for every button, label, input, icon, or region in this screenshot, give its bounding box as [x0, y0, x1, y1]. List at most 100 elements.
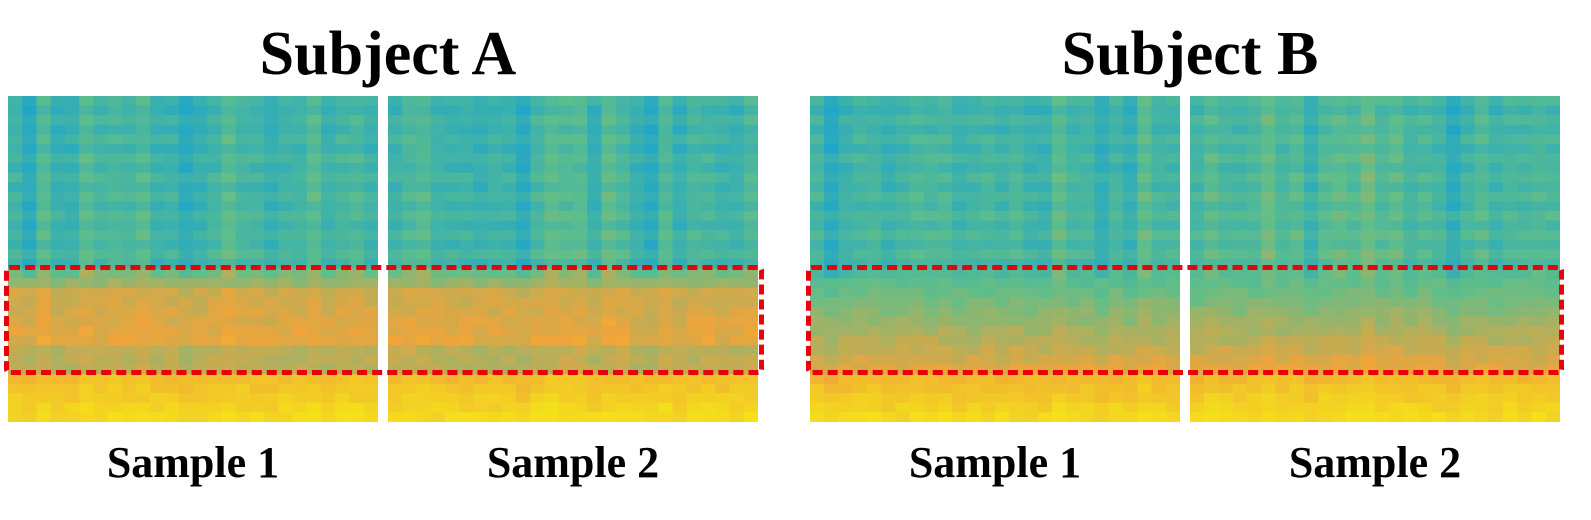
heatmap-cell — [1151, 354, 1167, 366]
heatmap-cell — [1488, 306, 1504, 318]
heatmap-cell — [952, 306, 968, 318]
heatmap-cell — [64, 354, 80, 366]
heatmap-cell — [178, 383, 194, 394]
heatmap-cell — [335, 201, 351, 212]
heatmap-cell — [1204, 163, 1220, 174]
heatmap-cell — [1431, 393, 1447, 404]
heatmap-cell — [459, 306, 474, 318]
heatmap-cell — [715, 259, 731, 270]
heatmap-cell — [1488, 163, 1504, 174]
heatmap-cell — [402, 316, 418, 327]
heatmap-cell — [64, 230, 80, 241]
heatmap-cell — [1332, 220, 1348, 231]
heatmap-cell — [530, 364, 546, 375]
heatmap-cell — [79, 354, 94, 366]
heatmap-cell — [22, 201, 38, 212]
heatmap-cell — [459, 412, 474, 422]
heatmap-cell — [164, 297, 180, 308]
heatmap-cell — [1108, 316, 1124, 327]
heatmap-cell — [1488, 115, 1504, 126]
heatmap-cell — [1460, 220, 1476, 231]
heatmap-cell — [388, 326, 403, 337]
heatmap-cell — [1417, 249, 1433, 260]
heatmap-cell — [36, 105, 52, 116]
heatmap-cell — [292, 287, 308, 298]
heatmap-cell — [1545, 354, 1560, 366]
heatmap-cell — [644, 230, 659, 241]
heatmap-cell — [164, 287, 180, 298]
heatmap-cell — [1051, 191, 1067, 203]
heatmap-cell — [729, 297, 745, 308]
heatmap-cell — [1332, 412, 1348, 422]
heatmap-cell — [1165, 172, 1180, 183]
heatmap-cell — [1137, 354, 1153, 366]
heatmap-cell — [601, 115, 617, 126]
heatmap-cell — [530, 268, 546, 279]
heatmap-cell — [36, 374, 52, 385]
subject-b-highlight-box — [806, 265, 1564, 375]
heatmap-cell — [516, 287, 531, 298]
heatmap-cell — [1023, 143, 1039, 155]
heatmap-cell — [644, 172, 659, 183]
heatmap-cell — [136, 383, 151, 394]
heatmap-cell — [136, 249, 151, 260]
heatmap-cell — [164, 393, 180, 404]
heatmap-cell — [1360, 374, 1376, 385]
heatmap-cell — [852, 383, 868, 394]
heatmap-cell — [1080, 249, 1096, 260]
heatmap-cell — [178, 124, 194, 135]
heatmap-cell — [292, 278, 308, 289]
heatmap-cell — [743, 249, 758, 260]
heatmap-cell — [658, 316, 674, 327]
heatmap-cell — [1123, 172, 1138, 183]
heatmap-cell — [558, 278, 574, 289]
heatmap-cell — [50, 297, 66, 308]
heatmap-cell — [22, 163, 38, 174]
heatmap-cell — [1137, 191, 1153, 203]
heatmap-cell — [615, 105, 631, 116]
heatmap-cell — [1275, 239, 1291, 251]
heatmap-cell — [278, 96, 294, 107]
heatmap-cell — [1446, 220, 1461, 231]
heatmap-cell — [1360, 249, 1376, 260]
heatmap-cell — [487, 402, 503, 414]
heatmap-cell — [852, 172, 868, 183]
heatmap-cell — [1389, 143, 1405, 155]
heatmap-cell — [416, 374, 432, 385]
heatmap-cell — [249, 96, 265, 107]
heatmap-cell — [107, 153, 123, 164]
heatmap-cell — [995, 278, 1010, 289]
heatmap-cell — [1204, 364, 1220, 375]
heatmap-cell — [22, 316, 38, 327]
heatmap-cell — [121, 134, 137, 145]
heatmap-cell — [1403, 335, 1419, 346]
heatmap-cell — [601, 201, 617, 212]
heatmap-cell — [1123, 287, 1138, 298]
heatmap-cell — [164, 335, 180, 346]
heatmap-cell — [249, 287, 265, 298]
heatmap-cell — [1137, 230, 1153, 241]
heatmap-cell — [629, 364, 645, 375]
heatmap-cell — [1360, 287, 1376, 298]
heatmap-cell — [838, 96, 854, 107]
heatmap-cell — [1488, 374, 1504, 385]
heatmap-cell — [1066, 201, 1081, 212]
heatmap-cell — [50, 278, 66, 289]
heatmap-cell — [136, 211, 151, 222]
heatmap-cell — [1218, 211, 1234, 222]
heatmap-cell — [1275, 105, 1291, 116]
heatmap-cell — [587, 153, 603, 164]
heatmap-cell — [8, 143, 23, 155]
heatmap-cell — [402, 153, 418, 164]
heatmap-cell — [306, 115, 322, 126]
heatmap-cell — [1023, 383, 1039, 394]
heatmap-cell — [1431, 316, 1447, 327]
heatmap-cell — [1137, 412, 1153, 422]
heatmap-cell — [587, 191, 603, 203]
heatmap-cell — [1094, 191, 1110, 203]
heatmap-cell — [1460, 297, 1476, 308]
heatmap-cell — [1332, 383, 1348, 394]
heatmap-cell — [79, 182, 94, 193]
heatmap-cell — [1232, 335, 1248, 346]
heatmap-cell — [1204, 153, 1220, 164]
